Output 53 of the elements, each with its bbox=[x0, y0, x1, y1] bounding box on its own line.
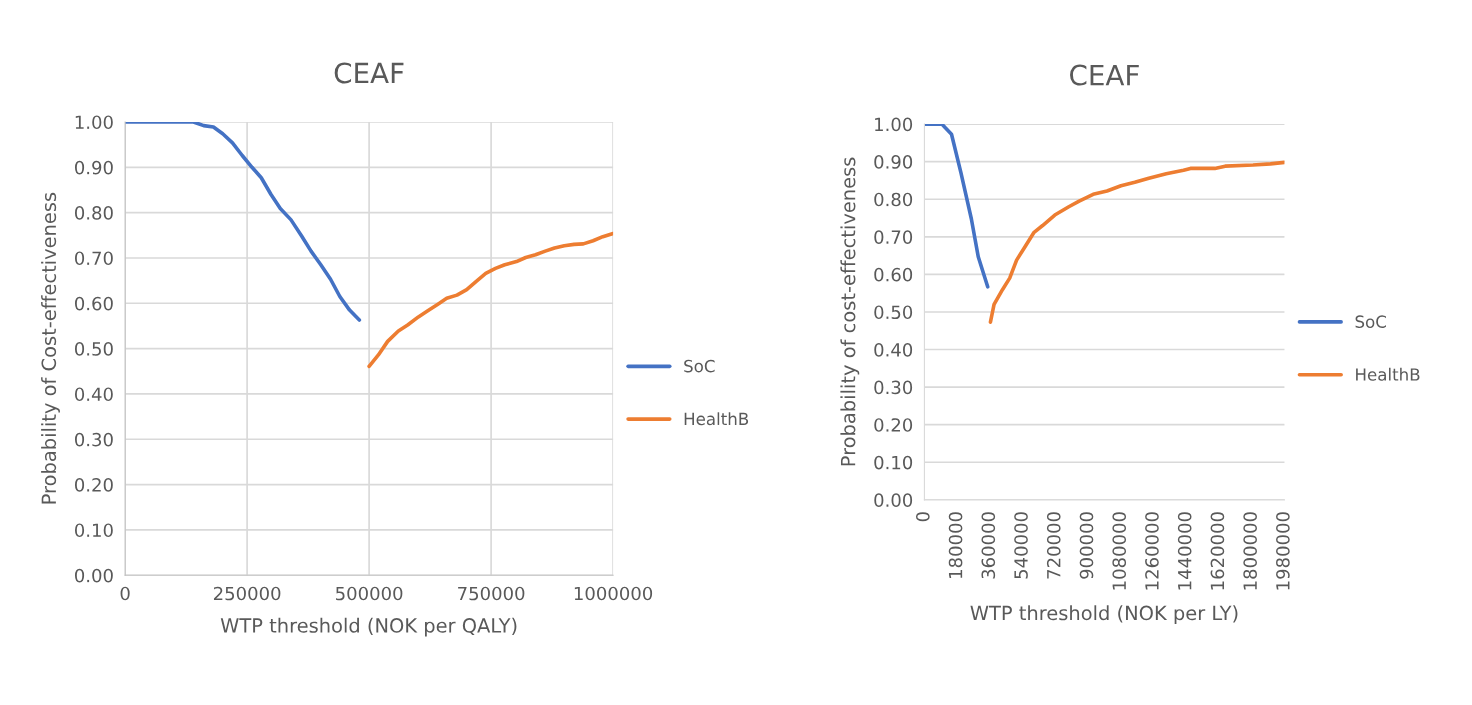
y-tick-label: 0.10 bbox=[75, 523, 113, 538]
x-tick-label: 1800000 bbox=[1243, 512, 1257, 590]
x-tick-label: 500000 bbox=[336, 586, 403, 601]
x-axis-title: WTP threshold (NOK per QALY) bbox=[220, 617, 517, 637]
chart-title: CEAF bbox=[1070, 64, 1139, 86]
y-tick-label: 0.20 bbox=[75, 478, 113, 492]
y-tick-label: 0.00 bbox=[874, 493, 913, 507]
y-tick-label: 0.30 bbox=[75, 432, 113, 447]
y-tick-label: 0.60 bbox=[75, 296, 113, 311]
y-tick-label: 0.30 bbox=[874, 380, 913, 395]
x-tick-label: 360000 bbox=[981, 512, 996, 579]
x-tick-label: 900000 bbox=[1079, 512, 1094, 579]
y-tick-label: 0.80 bbox=[874, 192, 913, 207]
y-tick-label: 0.10 bbox=[874, 455, 913, 470]
y-tick-label: 0.50 bbox=[75, 342, 113, 356]
y-tick-label: 1.00 bbox=[875, 117, 913, 132]
x-tick-label: 180000 bbox=[948, 512, 963, 578]
x-tick-label: 750000 bbox=[458, 586, 525, 601]
y-tick-label: 0.70 bbox=[75, 251, 113, 266]
y-tick-label: 0.60 bbox=[874, 267, 913, 282]
line-series bbox=[924, 124, 990, 289]
y-tick-label: 0.00 bbox=[75, 568, 113, 583]
x-tick-label: 720000 bbox=[1046, 512, 1061, 579]
x-tick-label: 0 bbox=[120, 586, 130, 601]
line-series bbox=[988, 160, 1285, 324]
legend-label: HealthB bbox=[684, 412, 749, 426]
x-tick-label: 250000 bbox=[213, 586, 281, 601]
y-axis-title: Probability of cost-effectiveness bbox=[840, 157, 860, 466]
line-series bbox=[125, 121, 362, 322]
y-tick-label: 0.50 bbox=[874, 305, 913, 320]
y-axis-title: Probability of Cost-effectiveness bbox=[41, 192, 60, 504]
legend-label: HealthB bbox=[1356, 367, 1420, 381]
y-tick-label: 0.70 bbox=[874, 230, 913, 244]
chart-title: CEAF bbox=[334, 62, 404, 84]
x-tick-label: 1980000 bbox=[1276, 512, 1290, 590]
y-tick-label: 0.40 bbox=[75, 387, 113, 402]
y-tick-label: 0.40 bbox=[874, 343, 913, 357]
x-tick-label: 540000 bbox=[1014, 512, 1028, 579]
x-tick-label: 1620000 bbox=[1210, 512, 1225, 590]
x-tick-label: 1000000 bbox=[574, 586, 653, 601]
legend-label: SoC bbox=[684, 359, 715, 373]
y-tick-label: 1.00 bbox=[75, 115, 113, 130]
x-axis-title: WTP threshold (NOK per LY) bbox=[970, 605, 1238, 625]
line-series bbox=[367, 231, 614, 369]
y-tick-label: 0.80 bbox=[75, 206, 113, 220]
x-tick-label: 0 bbox=[916, 512, 930, 522]
legend-label: SoC bbox=[1355, 315, 1386, 328]
y-tick-label: 0.20 bbox=[874, 418, 913, 432]
x-tick-label: 1440000 bbox=[1177, 512, 1192, 590]
y-tick-label: 0.90 bbox=[75, 160, 113, 175]
y-tick-label: 0.90 bbox=[874, 155, 913, 169]
x-tick-label: 1260000 bbox=[1145, 512, 1159, 590]
x-tick-label: 1080000 bbox=[1112, 512, 1127, 590]
